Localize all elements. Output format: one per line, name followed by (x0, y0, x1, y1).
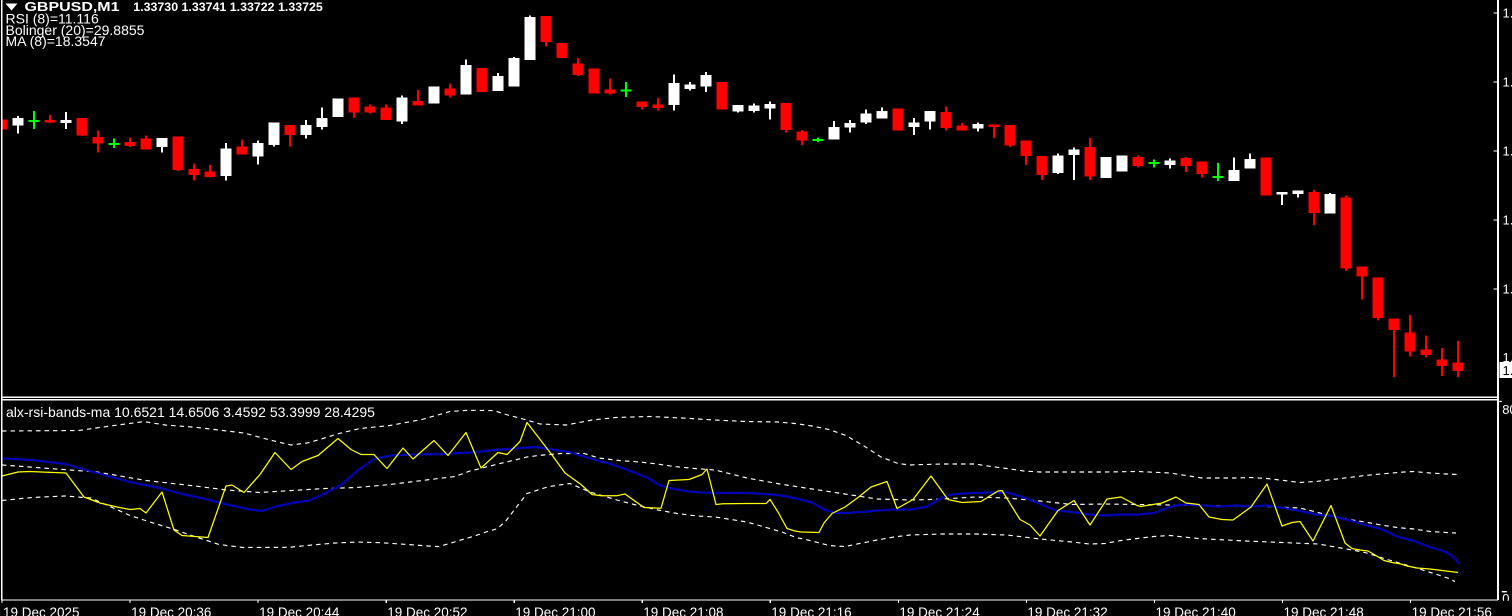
svg-text:1.33: 1.33 (1503, 363, 1512, 378)
svg-text:RSI (8)=11.116: RSI (8)=11.116 (6, 11, 99, 27)
svg-text:1.33: 1.33 (1503, 350, 1512, 365)
svg-text:19 Dec 21:00: 19 Dec 21:00 (515, 605, 595, 616)
svg-text:Bolinger (20)=29.8855: Bolinger (20)=29.8855 (6, 22, 145, 38)
svg-text:19 Dec 20:44: 19 Dec 20:44 (259, 605, 340, 616)
svg-text:1.33: 1.33 (1503, 75, 1512, 90)
svg-text:80: 80 (1502, 402, 1512, 417)
svg-text:GBPUSD,M1: GBPUSD,M1 (25, 0, 121, 14)
svg-text:19 Dec 21:32: 19 Dec 21:32 (1027, 605, 1107, 616)
svg-text:19 Dec 21:56: 19 Dec 21:56 (1412, 605, 1492, 616)
svg-text:19 Dec 21:40: 19 Dec 21:40 (1156, 605, 1236, 616)
svg-text:19 Dec 20:52: 19 Dec 20:52 (387, 605, 467, 616)
svg-text:0.: 0. (1502, 591, 1512, 606)
svg-text:1.33730 1.33741 1.33722 1.3372: 1.33730 1.33741 1.33722 1.33725 (133, 0, 323, 14)
svg-text:19 Dec 21:48: 19 Dec 21:48 (1284, 605, 1364, 616)
svg-text:19 Dec 21:24: 19 Dec 21:24 (899, 605, 980, 616)
svg-text:1.33: 1.33 (1503, 6, 1512, 21)
svg-text:1.33: 1.33 (1503, 282, 1512, 297)
svg-text:MA (8)=18.3547: MA (8)=18.3547 (6, 33, 106, 49)
svg-text:alx-rsi-bands-ma 10.6521 14.65: alx-rsi-bands-ma 10.6521 14.6506 3.4592 … (6, 404, 375, 420)
svg-text:19 Dec 21:16: 19 Dec 21:16 (771, 605, 851, 616)
svg-text:19 Dec 2025: 19 Dec 2025 (3, 605, 80, 616)
svg-text:1.33: 1.33 (1503, 144, 1512, 159)
svg-text:19 Dec 20:36: 19 Dec 20:36 (131, 605, 211, 616)
svg-text:19 Dec 21:08: 19 Dec 21:08 (643, 605, 723, 616)
svg-text:1.33: 1.33 (1503, 213, 1512, 228)
